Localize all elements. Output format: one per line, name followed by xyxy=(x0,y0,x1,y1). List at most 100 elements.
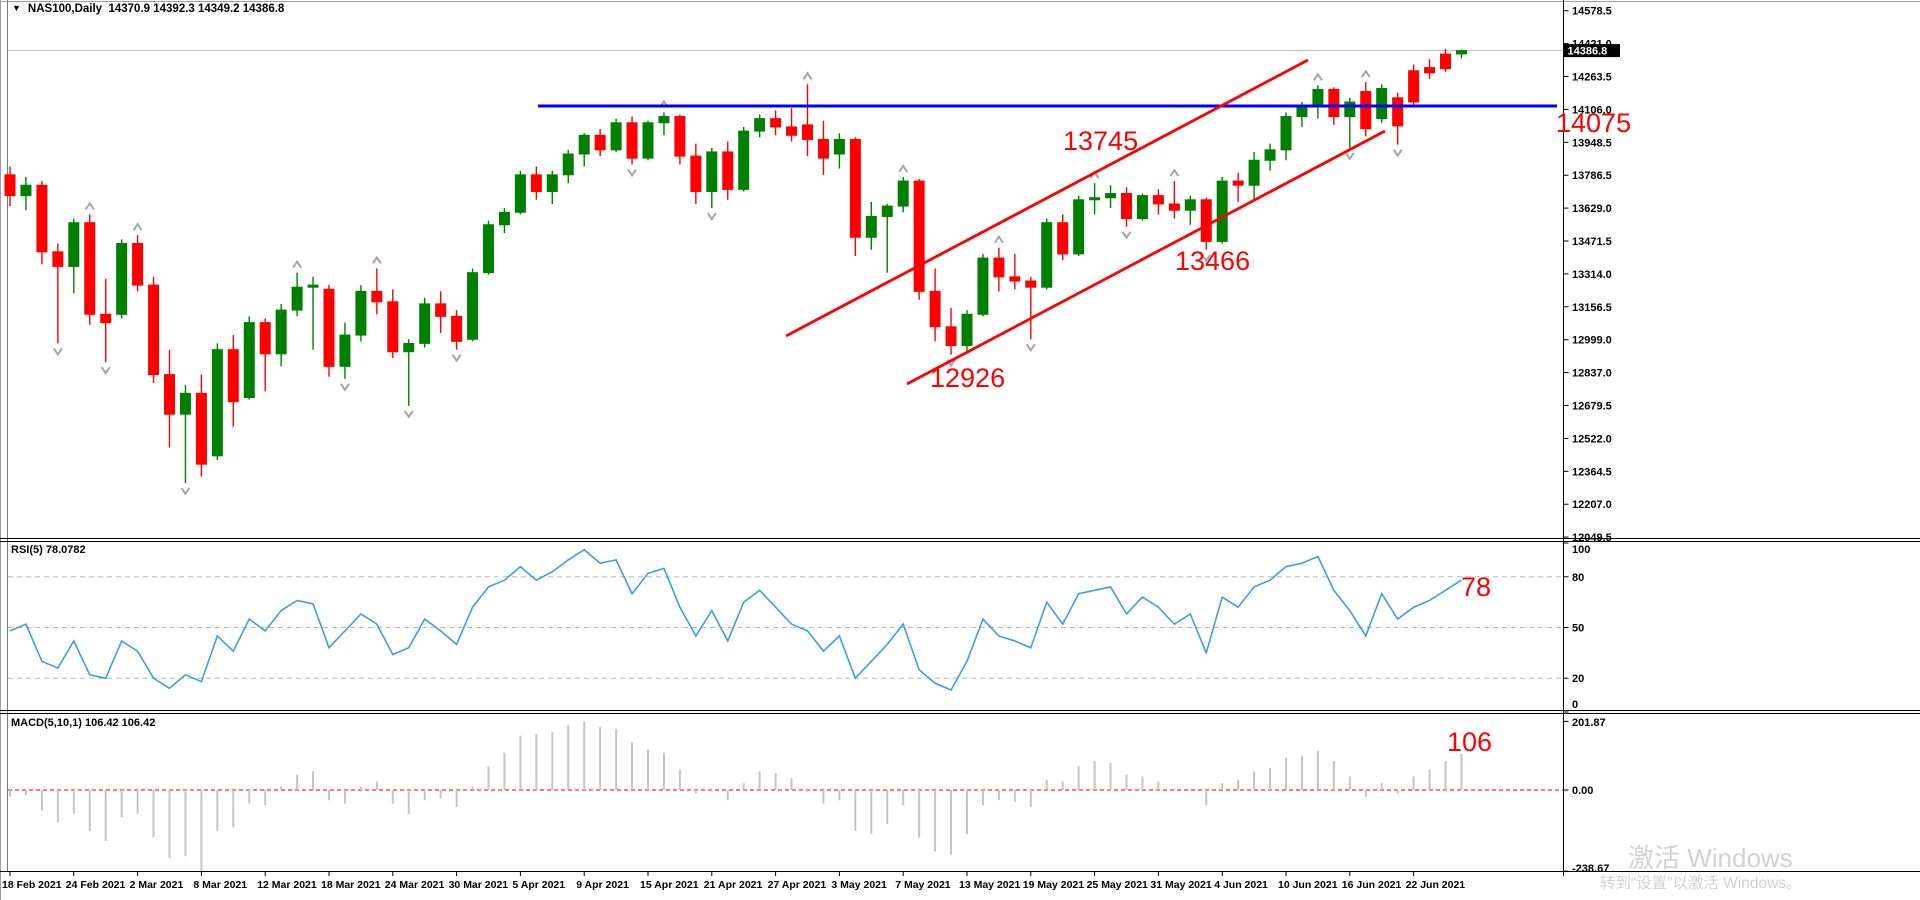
candle-body xyxy=(1041,222,1053,288)
fractal-down-icon xyxy=(403,410,414,419)
candle-body xyxy=(164,374,175,415)
candle-body xyxy=(1280,116,1292,151)
candle-body xyxy=(68,222,80,267)
svg-text:31 May 2021: 31 May 2021 xyxy=(1150,879,1211,891)
svg-text:20: 20 xyxy=(1572,673,1584,685)
annotation-13745: 13745 xyxy=(1063,126,1138,156)
fractal-down-icon xyxy=(1121,231,1132,240)
svg-text:4 Jun 2021: 4 Jun 2021 xyxy=(1214,879,1268,891)
svg-text:19 May 2021: 19 May 2021 xyxy=(1023,879,1084,891)
candle-body xyxy=(833,138,845,155)
candle-body xyxy=(865,215,877,238)
candle-body xyxy=(929,290,941,328)
svg-text:30 Mar 2021: 30 Mar 2021 xyxy=(449,879,509,891)
price-axis[interactable]: 14578.514421.014263.514106.013948.513786… xyxy=(1563,6,1612,544)
candle-body xyxy=(195,392,207,465)
candle-body xyxy=(690,155,702,192)
symbol-period-label: NAS100,Daily xyxy=(27,3,103,15)
candle-body xyxy=(275,309,287,355)
fractal-down-icon xyxy=(1392,149,1403,158)
rsi-subwindow: 100 80 50 20 0 xyxy=(8,542,1590,713)
candle-body xyxy=(1168,203,1180,211)
current-price-box: 14386.8 xyxy=(1564,44,1620,58)
candle-body xyxy=(722,151,734,190)
candle-body xyxy=(1200,199,1212,242)
candle-body xyxy=(1296,105,1308,118)
candle-body xyxy=(1360,91,1372,130)
candle-body xyxy=(1455,50,1467,55)
svg-text:8 Mar 2021: 8 Mar 2021 xyxy=(193,879,247,891)
candle-body xyxy=(961,313,973,347)
candle-body xyxy=(642,122,654,159)
svg-text:13471.5: 13471.5 xyxy=(1572,236,1612,248)
candle-body xyxy=(706,151,718,192)
fractal-down-icon xyxy=(1201,254,1212,263)
time-axis[interactable]: 18 Feb 2021 24 Feb 2021 2 Mar 2021 8 Mar 20… xyxy=(2,871,1465,892)
svg-text:9 Apr 2021: 9 Apr 2021 xyxy=(576,879,629,891)
candle-body xyxy=(674,116,686,157)
candle-body xyxy=(227,349,239,403)
svg-text:-238.67: -238.67 xyxy=(1572,863,1609,875)
candle-body xyxy=(1105,193,1117,199)
fractal-up-icon xyxy=(1313,72,1323,81)
candle-body xyxy=(1376,87,1388,120)
candle-body xyxy=(562,153,574,176)
candle-body xyxy=(132,243,144,286)
svg-text:12207.0: 12207.0 xyxy=(1572,499,1612,511)
svg-text:12522.0: 12522.0 xyxy=(1572,433,1612,445)
candle-body xyxy=(323,288,335,367)
annotation-106: 106 xyxy=(1447,727,1492,757)
candle-body xyxy=(1057,222,1069,255)
svg-text:13629.0: 13629.0 xyxy=(1572,203,1612,215)
candle-body xyxy=(1344,101,1356,118)
candle-body xyxy=(84,222,96,315)
svg-text:3 May 2021: 3 May 2021 xyxy=(831,879,887,891)
candle-body xyxy=(770,118,782,128)
price-annotations: 13745 13466 12926 14075 78 106 xyxy=(930,108,1631,757)
candlesticks xyxy=(4,48,1467,483)
candle-body xyxy=(977,257,989,315)
candle-body xyxy=(179,392,191,415)
candle-body xyxy=(211,349,223,457)
candle-body xyxy=(4,174,16,197)
candle-body xyxy=(483,224,494,274)
rsi-indicator-label: RSI(5) 78.0782 xyxy=(11,544,86,556)
fractal-down-icon xyxy=(53,347,63,357)
svg-text:12 Mar 2021: 12 Mar 2021 xyxy=(257,879,317,891)
candle-body xyxy=(339,334,351,367)
channel-lower-trendline[interactable] xyxy=(906,129,1386,386)
candle-body xyxy=(578,134,590,155)
candle-body xyxy=(36,184,48,253)
trend-overlays[interactable] xyxy=(538,58,1557,386)
candle-body xyxy=(243,322,255,399)
fractal-up-icon xyxy=(898,164,909,173)
svg-text:0: 0 xyxy=(1572,699,1578,711)
candle-body xyxy=(1136,195,1148,220)
svg-text:13156.5: 13156.5 xyxy=(1572,302,1612,314)
fractal-up-icon xyxy=(372,255,382,265)
candle-body xyxy=(1216,180,1228,242)
macd-indicator-label: MACD(5,10,1) 106.42 106.42 xyxy=(11,717,156,729)
svg-text:80: 80 xyxy=(1572,572,1584,584)
svg-text:201.87: 201.87 xyxy=(1572,717,1606,729)
candle-body xyxy=(913,180,925,292)
candle-body xyxy=(20,184,32,197)
fractal-up-icon xyxy=(132,222,143,231)
candle-body xyxy=(1264,149,1276,161)
candle-body xyxy=(945,326,957,347)
candle-body xyxy=(754,118,766,132)
candle-body xyxy=(849,138,861,238)
fractal-up-icon xyxy=(1169,168,1180,177)
candle-body xyxy=(1184,199,1196,211)
svg-text:16 Jun 2021: 16 Jun 2021 xyxy=(1342,879,1402,891)
candle-body xyxy=(881,205,893,217)
chevron-down-icon[interactable]: ▼ xyxy=(12,3,21,13)
candle-body xyxy=(148,284,160,376)
candle-body xyxy=(530,174,542,192)
fractal-up-icon xyxy=(84,201,95,210)
channel-upper-trendline[interactable] xyxy=(785,58,1309,338)
annotation-78: 78 xyxy=(1461,572,1491,602)
candle-body xyxy=(658,116,670,124)
